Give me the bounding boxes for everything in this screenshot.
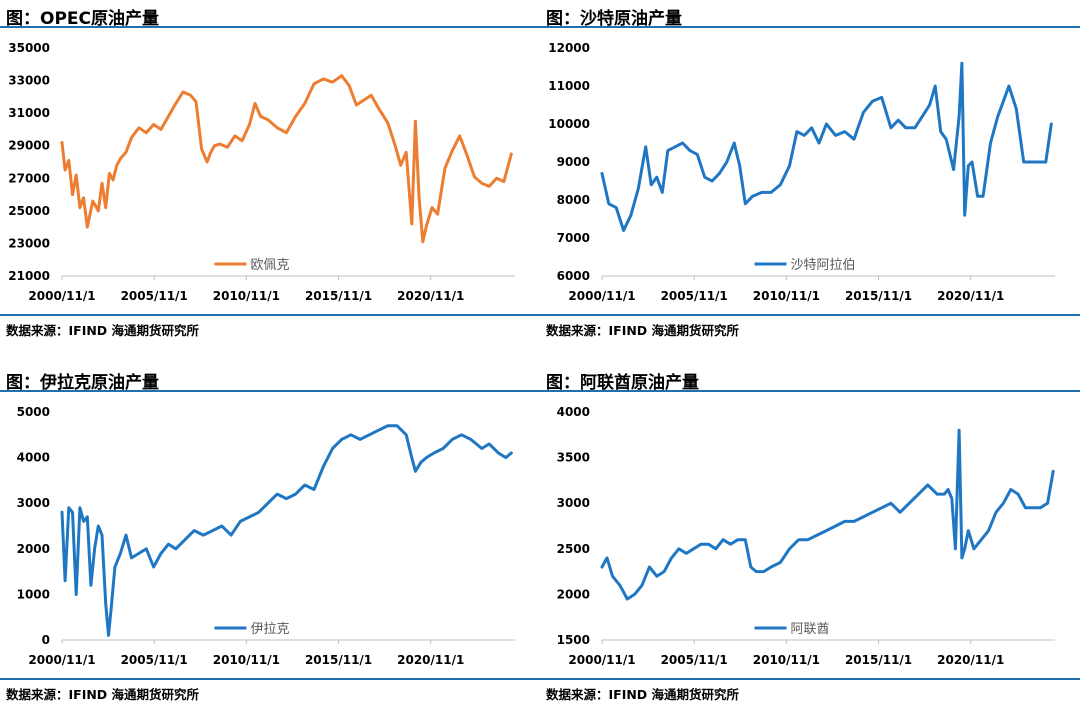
series-line <box>60 74 513 244</box>
y-tick-label: 4000 <box>17 451 50 465</box>
x-tick-label: 2005/11/1 <box>661 653 728 667</box>
source-note: 数据来源：IFIND 海通期货研究所 <box>546 323 740 338</box>
series-line <box>60 424 513 637</box>
x-tick-label: 2000/11/1 <box>568 289 635 303</box>
source-note: 数据来源：IFIND 海通期货研究所 <box>546 687 740 702</box>
y-tick-label: 1000 <box>17 587 50 601</box>
y-tick-label: 2000 <box>557 587 590 601</box>
y-tick-label: 11000 <box>548 79 590 93</box>
title-underline <box>540 26 1080 28</box>
title-underline <box>540 390 1080 392</box>
x-tick-label: 2015/11/1 <box>305 653 372 667</box>
legend-label: 沙特阿拉伯 <box>791 258 856 273</box>
x-tick-label: 2020/11/1 <box>937 653 1004 667</box>
line-chart-uae: 1500 2000 2500 3000 3500 4000 2000/11/1 2005/11… <box>557 405 1055 667</box>
x-tick-label: 2010/11/1 <box>753 289 820 303</box>
legend-label: 欧佩克 <box>251 258 290 273</box>
y-tick-label: 12000 <box>548 41 590 55</box>
series-line <box>600 428 1055 601</box>
x-tick-label: 2010/11/1 <box>753 653 820 667</box>
y-tick-label: 9000 <box>557 155 590 169</box>
y-tick-label: 21000 <box>8 269 50 283</box>
chart-panel-saudi: 图：沙特原油产量 6000 7000 8000 9000 10000 11000 12000… <box>540 0 1080 353</box>
y-tick-label: 29000 <box>8 139 50 153</box>
y-tick-label: 8000 <box>557 193 590 207</box>
y-tick-label: 3000 <box>557 496 590 510</box>
y-tick-label: 0 <box>42 633 50 647</box>
x-tick-label: 2000/11/1 <box>568 653 635 667</box>
y-tick-label: 5000 <box>17 405 50 419</box>
series-line <box>600 61 1053 232</box>
x-tick-label: 2005/11/1 <box>121 653 188 667</box>
title-underline <box>0 26 540 28</box>
y-tick-label: 1500 <box>557 633 590 647</box>
y-tick-label: 33000 <box>8 74 50 88</box>
line-chart-iraq: 0 1000 2000 3000 4000 5000 2000/11/1 2005/11/1 2… <box>17 405 515 667</box>
chart-panel-uae: 图：阿联酋原油产量 1500 2000 2500 3000 3500 4000 2000/1… <box>540 364 1080 717</box>
y-tick-label: 4000 <box>557 405 590 419</box>
x-tick-label: 2015/11/1 <box>305 289 372 303</box>
x-tick-label: 2010/11/1 <box>213 289 280 303</box>
source-divider <box>540 314 1080 316</box>
chart-title: 图：沙特原油产量 <box>546 9 682 29</box>
y-tick-label: 7000 <box>557 231 590 245</box>
x-tick-label: 2020/11/1 <box>397 289 464 303</box>
y-tick-label: 2000 <box>17 542 50 556</box>
x-tick-label: 2010/11/1 <box>213 653 280 667</box>
y-tick-label: 6000 <box>557 269 590 283</box>
title-underline <box>0 390 540 392</box>
x-tick-label: 2020/11/1 <box>937 289 1004 303</box>
y-tick-label: 3500 <box>557 451 590 465</box>
source-divider <box>540 678 1080 680</box>
x-tick-label: 2015/11/1 <box>845 653 912 667</box>
chart-panel-iraq: 图：伊拉克原油产量 0 1000 2000 3000 4000 5000 2000/11/1… <box>0 364 540 717</box>
source-divider <box>0 314 540 316</box>
chart-title: 图：OPEC原油产量 <box>6 9 159 29</box>
chart-title: 图：阿联酋原油产量 <box>546 373 699 393</box>
legend-label: 伊拉克 <box>251 622 290 637</box>
source-note: 数据来源：IFIND 海通期货研究所 <box>6 687 200 702</box>
y-tick-label: 27000 <box>8 171 50 185</box>
x-tick-label: 2005/11/1 <box>121 289 188 303</box>
y-tick-label: 35000 <box>8 41 50 55</box>
y-tick-label: 10000 <box>548 117 590 131</box>
y-tick-label: 3000 <box>17 496 50 510</box>
x-tick-label: 2005/11/1 <box>661 289 728 303</box>
x-tick-label: 2020/11/1 <box>397 653 464 667</box>
line-chart-saudi: 6000 7000 8000 9000 10000 11000 12000 2000/11/1… <box>548 41 1055 303</box>
y-tick-label: 23000 <box>8 236 50 250</box>
chart-title: 图：伊拉克原油产量 <box>6 373 159 393</box>
source-note: 数据来源：IFIND 海通期货研究所 <box>6 323 200 338</box>
line-chart-opec: 21000 23000 25000 27000 29000 31000 33000 35000… <box>8 41 515 303</box>
x-tick-label: 2000/11/1 <box>28 289 95 303</box>
legend-label: 阿联酋 <box>791 621 830 637</box>
x-tick-label: 2015/11/1 <box>845 289 912 303</box>
y-tick-label: 25000 <box>8 204 50 218</box>
source-divider <box>0 678 540 680</box>
y-tick-label: 2500 <box>557 542 590 556</box>
chart-panel-opec: 图：OPEC原油产量 21000 23000 25000 27000 29000 3100… <box>0 0 540 353</box>
x-tick-label: 2000/11/1 <box>28 653 95 667</box>
y-tick-label: 31000 <box>8 106 50 120</box>
